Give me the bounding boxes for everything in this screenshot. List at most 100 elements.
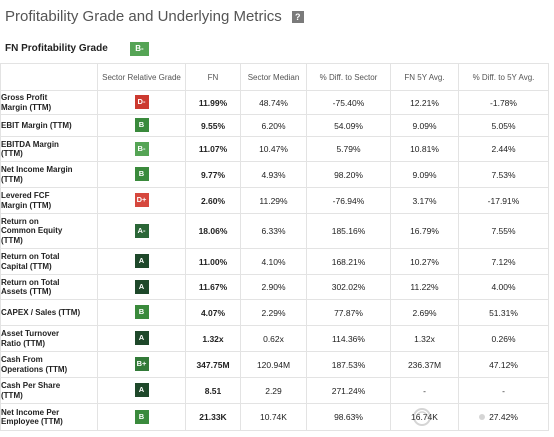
fn-5y-avg-value: 16.74K bbox=[390, 403, 459, 431]
profitability-grade-label: FN Profitability Grade bbox=[5, 43, 108, 54]
metric-name: Levered FCF Margin (TTM) bbox=[0, 187, 98, 214]
grade-badge: A bbox=[134, 383, 149, 398]
diff-to-5y-avg-value: 0.26% bbox=[458, 325, 549, 352]
grade-cell: B bbox=[97, 403, 186, 431]
table-row: Net Income Margin (TTM) B 9.77% 4.93% 98.20%… bbox=[0, 161, 549, 188]
fn-value: 11.67% bbox=[185, 274, 241, 300]
sector-median-value: 10.47% bbox=[240, 136, 307, 162]
fn-5y-avg-value: 3.17% bbox=[390, 187, 459, 214]
diff-to-sector-value: 168.21% bbox=[306, 248, 391, 275]
diff-to-sector-value: 302.02% bbox=[306, 274, 391, 300]
table-row: Cash From Operations (TTM) B+ 347.75M 120.9… bbox=[0, 351, 549, 378]
diff-to-5y-avg-value: 2.44% bbox=[458, 136, 549, 162]
sector-median-value: 4.93% bbox=[240, 161, 307, 188]
fn-5y-avg-value: 11.22% bbox=[390, 274, 459, 300]
sector-median-value: 11.29% bbox=[240, 187, 307, 214]
fn-5y-avg-value: 12.21% bbox=[390, 90, 459, 115]
grade-badge: A bbox=[134, 254, 149, 269]
fn-value: 347.75M bbox=[185, 351, 241, 378]
metric-name: Cash Per Share (TTM) bbox=[0, 377, 98, 404]
profitability-grade-badge: B- bbox=[130, 42, 149, 56]
diff-to-sector-value: -76.94% bbox=[306, 187, 391, 214]
fn-value: 18.06% bbox=[185, 213, 241, 249]
page-title: Profitability Grade and Underlying Metri… bbox=[5, 8, 304, 26]
table-row: Return on Total Assets (TTM) A 11.67% 2.90%… bbox=[0, 274, 549, 300]
diff-to-sector-value: 187.53% bbox=[306, 351, 391, 378]
diff-to-5y-avg-value: - bbox=[458, 377, 549, 404]
fn-value: 1.32x bbox=[185, 325, 241, 352]
grade-cell: A bbox=[97, 274, 186, 300]
fn-value: 4.07% bbox=[185, 299, 241, 326]
grade-badge: D+ bbox=[134, 193, 149, 208]
metrics-table-body: Gross Profit Margin (TTM) D- 11.99% 48.74% -… bbox=[0, 90, 549, 431]
table-row: Return on Total Capital (TTM) A 11.00% 4.10… bbox=[0, 248, 549, 275]
grade-badge: B bbox=[134, 409, 149, 424]
grade-badge: D- bbox=[134, 95, 149, 110]
metrics-table: Sector Relative Grade FN Sector Median %… bbox=[0, 63, 549, 431]
table-row: Cash Per Share (TTM) A 8.51 2.29 271.24% - - bbox=[0, 377, 549, 404]
diff-to-5y-avg-value: 51.31% bbox=[458, 299, 549, 326]
fn-5y-avg-value: 9.09% bbox=[390, 114, 459, 137]
grade-badge: B bbox=[134, 167, 149, 182]
diff-to-5y-avg-value: 7.12% bbox=[458, 248, 549, 275]
sector-median-value: 10.74K bbox=[240, 403, 307, 431]
grade-cell: A bbox=[97, 377, 186, 404]
diff-to-sector-column-header: % Diff. to Sector bbox=[306, 63, 391, 91]
metric-name: CAPEX / Sales (TTM) bbox=[0, 299, 98, 326]
page-title-text: Profitability Grade and Underlying Metri… bbox=[5, 8, 282, 25]
grade-column-header: Sector Relative Grade bbox=[97, 63, 186, 91]
table-row: EBITDA Margin (TTM) B- 11.07% 10.47% 5.79% 10… bbox=[0, 136, 549, 162]
fn-value: 21.33K bbox=[185, 403, 241, 431]
fn-value: 11.00% bbox=[185, 248, 241, 275]
help-icon[interactable]: ? bbox=[291, 11, 304, 23]
sector-median-value: 2.29 bbox=[240, 377, 307, 404]
diff-to-sector-value: 98.63% bbox=[306, 403, 391, 431]
diff-to-5y-avg-value: 27.42% bbox=[458, 403, 549, 431]
metric-name: Net Income Margin (TTM) bbox=[0, 161, 98, 188]
metric-name: EBITDA Margin (TTM) bbox=[0, 136, 98, 162]
grade-cell: B- bbox=[97, 136, 186, 162]
fn-value: 9.55% bbox=[185, 114, 241, 137]
metric-name: EBIT Margin (TTM) bbox=[0, 114, 98, 137]
sector-median-value: 120.94M bbox=[240, 351, 307, 378]
fn-5y-avg-value: - bbox=[390, 377, 459, 404]
diff-to-5y-avg-value: -1.78% bbox=[458, 90, 549, 115]
grade-cell: B bbox=[97, 114, 186, 137]
metric-column-header bbox=[0, 63, 98, 91]
sector-median-value: 2.90% bbox=[240, 274, 307, 300]
fn-5y-avg-value: 10.81% bbox=[390, 136, 459, 162]
table-row: Return on Common Equity (TTM) A- 18.06% 6.3… bbox=[0, 213, 549, 249]
fn-value: 8.51 bbox=[185, 377, 241, 404]
fn-column-header: FN bbox=[185, 63, 241, 91]
grade-cell: A- bbox=[97, 213, 186, 249]
sector-median-column-header: Sector Median bbox=[240, 63, 307, 91]
diff-to-5y-avg-column-header: % Diff. to 5Y Avg. bbox=[458, 63, 549, 91]
sector-median-value: 6.33% bbox=[240, 213, 307, 249]
diff-to-sector-value: 5.79% bbox=[306, 136, 391, 162]
fn-value: 11.07% bbox=[185, 136, 241, 162]
grade-badge: B+ bbox=[134, 357, 149, 372]
table-row: Asset Turnover Ratio (TTM) A 1.32x 0.62x 114… bbox=[0, 325, 549, 352]
metric-name: Return on Common Equity (TTM) bbox=[0, 213, 98, 249]
fn-5y-avg-value: 236.37M bbox=[390, 351, 459, 378]
grade-badge: A bbox=[134, 279, 149, 294]
table-row: EBIT Margin (TTM) B 9.55% 6.20% 54.09% 9.09% 5… bbox=[0, 114, 549, 137]
diff-to-5y-avg-value: 5.05% bbox=[458, 114, 549, 137]
diff-to-sector-value: 98.20% bbox=[306, 161, 391, 188]
diff-to-sector-value: 114.36% bbox=[306, 325, 391, 352]
diff-to-5y-avg-value: 47.12% bbox=[458, 351, 549, 378]
grade-badge: A bbox=[134, 331, 149, 346]
sector-median-value: 2.29% bbox=[240, 299, 307, 326]
diff-to-sector-value: 185.16% bbox=[306, 213, 391, 249]
diff-to-5y-avg-value: 4.00% bbox=[458, 274, 549, 300]
sector-median-value: 4.10% bbox=[240, 248, 307, 275]
fn-5y-avg-value: 9.09% bbox=[390, 161, 459, 188]
sector-median-value: 6.20% bbox=[240, 114, 307, 137]
fn-value: 9.77% bbox=[185, 161, 241, 188]
diff-to-5y-avg-value: 7.55% bbox=[458, 213, 549, 249]
table-row: Gross Profit Margin (TTM) D- 11.99% 48.74% -… bbox=[0, 90, 549, 115]
table-row: Levered FCF Margin (TTM) D+ 2.60% 11.29% -76… bbox=[0, 187, 549, 214]
grade-badge: B bbox=[134, 305, 149, 320]
diff-to-sector-value: -75.40% bbox=[306, 90, 391, 115]
grade-cell: B bbox=[97, 161, 186, 188]
